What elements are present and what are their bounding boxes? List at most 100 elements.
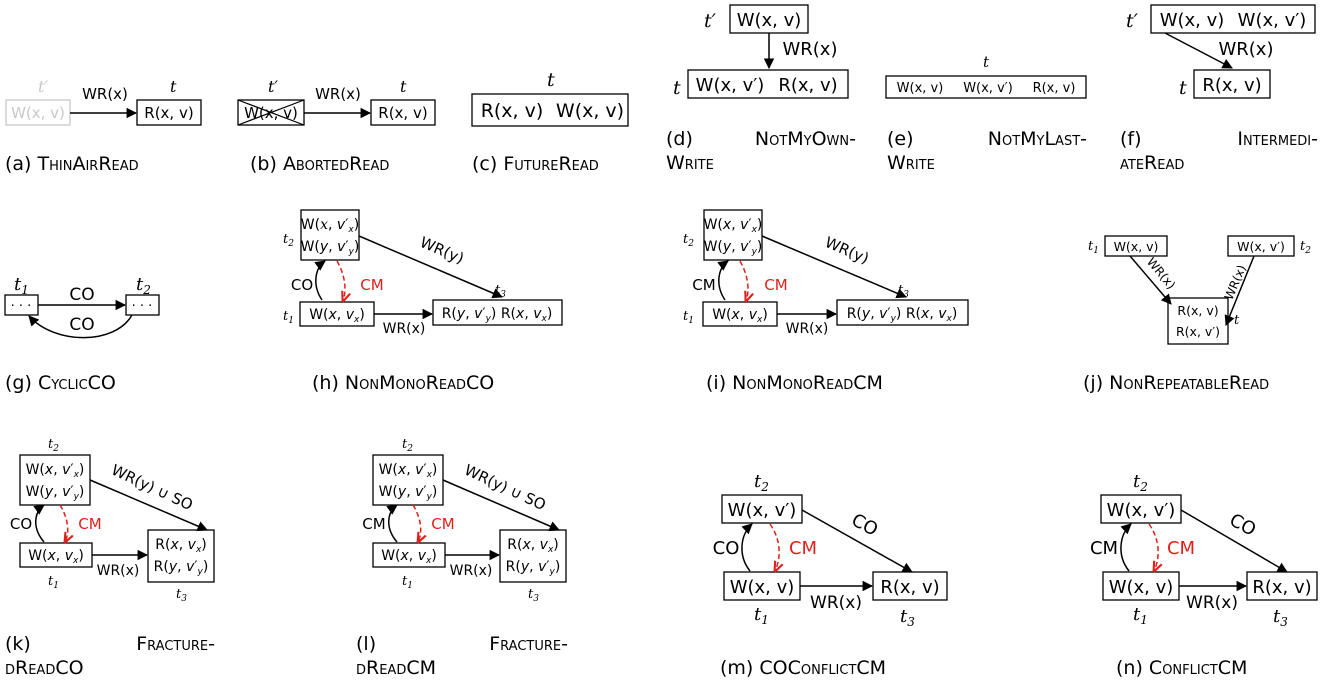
label-t2: t2: [136, 274, 151, 297]
cm-edge: [336, 260, 345, 301]
caption-tag: (i): [706, 372, 727, 394]
reader-box: [836, 299, 969, 326]
caption-m: (m) COConflictCM: [720, 657, 886, 679]
write-text: W(x, v′x): [301, 217, 359, 235]
label-t-prime: t′: [38, 77, 48, 96]
read-text: R(x, v): [880, 577, 939, 598]
write-text: W(x, v): [897, 81, 944, 96]
caption-name: COConflictCM: [759, 657, 887, 679]
write-text: W(x, v′x): [704, 217, 763, 235]
label-t: t: [400, 77, 407, 96]
write-text: W(y, v′y): [379, 484, 438, 502]
cm-edge: [59, 504, 68, 542]
caption-name: Write: [666, 152, 714, 174]
write-text: W(x, v): [244, 104, 298, 122]
wr-so-edge: [89, 479, 208, 532]
caption-e-line1: (e) NotMyLast-: [887, 128, 1087, 150]
wr-label: WR(x): [383, 321, 426, 337]
read-text: R(x, v): [1202, 75, 1261, 96]
reader-box: [432, 299, 563, 326]
caption-name: AbortedRead: [282, 153, 390, 175]
read-text: R(y, v′y) R(x, vx): [847, 306, 958, 324]
caption-n: (n) ConflictCM: [1116, 657, 1247, 679]
caption-f-line2: ateRead: [1120, 152, 1184, 174]
writer-box: [1100, 494, 1182, 524]
read-text: R(x, v): [481, 100, 544, 122]
read-box: [1193, 69, 1271, 99]
diagram-h: t2 W(x, v′x) W(y, v′y) WR(y) t3 t1 W(x, …: [283, 209, 563, 337]
diagram-i: t2 W(x, v′x) W(y, v′y) WR(y) t3 t1 W(x, …: [683, 209, 969, 337]
write-text: W(x, v): [1114, 239, 1159, 254]
caption-tag: (e): [887, 128, 914, 150]
read-text: R(y, v′y) R(x, vx): [442, 306, 553, 324]
write-text: W(y, v′y): [301, 239, 360, 257]
caption-name: ConflictCM: [1148, 657, 1248, 679]
label-t: t: [983, 53, 990, 71]
read-text: R(y, v′y): [506, 559, 561, 577]
wr-label: WR(x): [1144, 255, 1178, 292]
caption-e-line2: Write: [887, 152, 935, 174]
cm-label: CM: [789, 538, 817, 559]
read-text: R(x, v): [144, 104, 193, 122]
label-t: t: [170, 77, 177, 96]
read-box: [370, 99, 436, 126]
caption-name: Intermedi-: [1237, 128, 1318, 150]
caption-h: (h) NonMonoReadCO: [312, 372, 494, 394]
label-t3: t3: [176, 587, 187, 604]
diagram-n: t2 W(x, v′) CO W(x, v) t1 WR(x) R(x, v) …: [1090, 471, 1318, 629]
diagram-d: t′ W(x, v) WR(x) t W(x, v′) R(x, v): [673, 4, 849, 99]
caption-name: Fracture-: [136, 633, 215, 655]
cm-edge: [386, 504, 398, 543]
caption-name: dReadCO: [5, 657, 84, 679]
label-t3: t3: [1273, 606, 1288, 629]
write-text: W(x, v′x): [26, 462, 85, 480]
caption-name: NonMonoReadCM: [732, 372, 883, 394]
write-text: W(y, v′y): [26, 484, 85, 502]
cm-edge: [1120, 523, 1132, 572]
write-text: W(x, v′): [1238, 10, 1307, 31]
label-t-prime: t′: [268, 77, 278, 96]
write-text: W(x, vx): [309, 307, 365, 325]
caption-d-line2: Write: [666, 152, 714, 174]
label-t1: t1: [48, 574, 59, 591]
caption-tag: (n): [1116, 657, 1143, 679]
caption-k-line2: dReadCO: [5, 657, 84, 679]
co-label: CO: [69, 315, 94, 335]
caption-l-line2: dReadCM: [356, 657, 436, 679]
write-text: W(x, vx): [28, 548, 84, 566]
reader-box: [872, 571, 948, 601]
label-t2: t2: [283, 232, 294, 249]
diagram-f: t′ W(x, v) W(x, v′) WR(x) t R(x, v): [1126, 4, 1316, 99]
label-t: t: [673, 77, 681, 99]
wr-label: WR(x): [315, 85, 361, 103]
label-t3: t3: [900, 606, 915, 629]
label-t1: t1: [1088, 239, 1099, 256]
read-text: R(x, v′): [1176, 324, 1220, 339]
wr-label: WR(x): [1222, 263, 1249, 302]
label-t: t: [1234, 313, 1240, 328]
label-t2: t2: [754, 471, 769, 494]
read-text: R(x, v): [1177, 303, 1218, 318]
diagram-k: t2 W(x, v′x) W(y, v′y) WR(y) ∪ SO W(x, v…: [10, 437, 215, 604]
diagram-l: t2 W(x, v′x) W(y, v′y) WR(y) ∪ SO W(x, v…: [362, 437, 567, 604]
caption-tag: (c): [472, 153, 498, 175]
wr-label: WR(x): [810, 593, 862, 613]
writer-box: [703, 209, 763, 261]
caption-k-line1: (k) Fracture-: [5, 633, 215, 655]
caption-d-line1: (d) NotMyOwn-: [666, 128, 856, 150]
co-edge: [314, 260, 326, 301]
writer-box: [300, 209, 360, 261]
co-label: CO: [848, 510, 881, 541]
label-t-prime: t′: [1126, 10, 1139, 32]
read-text: R(x, v): [1252, 577, 1311, 598]
label-t2: t2: [683, 232, 694, 249]
diagram-j: t1 W(x, v) W(x, v′) t2 R(x, v) R(x, v′) …: [1088, 235, 1311, 345]
caption-tag: (m): [720, 657, 754, 679]
co-edge: [33, 504, 45, 543]
cm-label: CM: [1167, 538, 1195, 559]
caption-tag: (b): [250, 153, 277, 175]
co-label: CO: [713, 538, 740, 559]
caption-i: (i) NonMonoReadCM: [706, 372, 883, 394]
transaction-box: [885, 75, 1087, 99]
abort-cross-line: [237, 99, 305, 126]
